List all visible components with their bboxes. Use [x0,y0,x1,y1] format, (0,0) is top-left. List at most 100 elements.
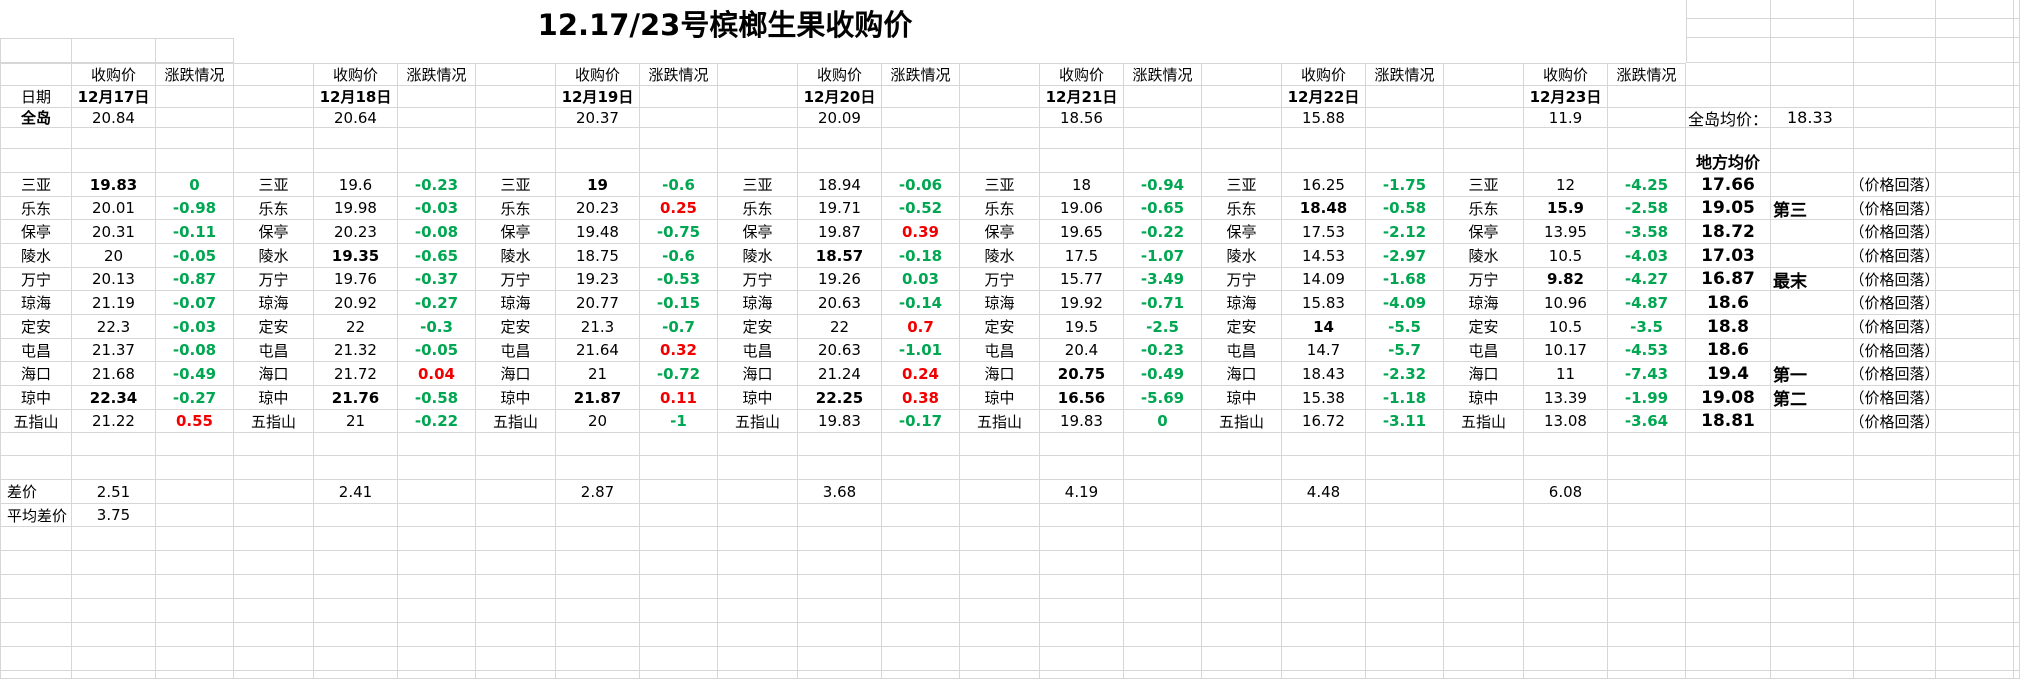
grid-cell[interactable] [314,527,398,551]
grid-cell[interactable] [1686,433,1771,456]
grid-cell[interactable] [798,623,882,647]
diff-row-label[interactable]: 差价 [0,480,72,504]
grid-cell[interactable] [718,647,798,671]
grid-cell[interactable] [156,149,234,173]
grid-cell[interactable] [72,551,156,575]
grid-cell[interactable] [1854,551,1936,575]
city-name-cell[interactable]: 海口 [0,362,72,386]
grid-cell[interactable] [1366,456,1444,480]
grid-cell[interactable] [1202,433,1282,456]
rank-cell[interactable]: 第一 [1771,362,1854,386]
change-cell[interactable]: 0.25 [640,197,718,220]
grid-cell[interactable] [1608,599,1686,623]
price-cell[interactable]: 19.83 [798,410,882,433]
grid-cell[interactable] [1608,480,1686,504]
change-cell[interactable]: -0.17 [882,410,960,433]
grid-cell[interactable] [882,504,960,527]
city-name-cell[interactable]: 乐东 [718,197,798,220]
grid-cell[interactable] [556,623,640,647]
city-name-cell[interactable]: 陵水 [1202,244,1282,268]
grid-cell[interactable] [398,647,476,671]
header-change[interactable]: 涨跌情况 [156,63,234,86]
grid-cell[interactable] [960,599,1040,623]
city-name-cell[interactable]: 陵水 [0,244,72,268]
grid-cell[interactable] [476,623,556,647]
grid-cell[interactable] [1608,504,1686,527]
grid-cell[interactable] [960,128,1040,149]
grid-cell[interactable] [2014,197,2020,220]
change-cell[interactable]: 0.39 [882,220,960,244]
price-cell[interactable]: 18.94 [798,173,882,197]
grid-cell[interactable] [1854,623,1936,647]
grid-cell[interactable] [1608,623,1686,647]
grid-cell[interactable] [556,671,640,679]
grid-cell[interactable] [156,433,234,456]
price-cell[interactable]: 16.25 [1282,173,1366,197]
grid-cell[interactable] [398,575,476,599]
grid-cell[interactable] [556,149,640,173]
change-cell[interactable]: -0.7 [640,315,718,339]
change-cell[interactable]: -0.03 [398,197,476,220]
grid-cell[interactable] [1124,456,1202,480]
grid-cell[interactable] [234,456,314,480]
grid-cell[interactable] [1936,480,2014,504]
price-cell[interactable]: 15.38 [1282,386,1366,410]
city-name-cell[interactable]: 保亭 [234,220,314,244]
grid-cell[interactable] [1686,128,1771,149]
price-cell[interactable]: 19.76 [314,268,398,291]
grid-cell[interactable] [314,128,398,149]
city-name-cell[interactable]: 定安 [1444,315,1524,339]
avg-price-cell[interactable]: 18.72 [1686,220,1771,244]
grid-cell[interactable] [798,551,882,575]
grid-cell[interactable] [1608,671,1686,679]
price-cell[interactable]: 22.34 [72,386,156,410]
change-cell[interactable]: 0.32 [640,339,718,362]
grid-cell[interactable] [476,63,556,86]
grid-cell[interactable] [1854,38,1936,63]
grid-cell[interactable] [1444,480,1524,504]
grid-cell[interactable] [1124,128,1202,149]
note-cell[interactable]: （价格回落） [1850,244,1940,268]
price-cell[interactable]: 21.37 [72,339,156,362]
grid-cell[interactable] [960,433,1040,456]
grid-cell[interactable] [2014,386,2020,410]
grid-cell[interactable] [1202,527,1282,551]
change-cell[interactable]: -0.65 [1124,197,1202,220]
grid-cell[interactable] [234,504,314,527]
grid-cell[interactable] [1936,647,2014,671]
city-name-cell[interactable]: 五指山 [476,410,556,433]
grid-cell[interactable] [2014,244,2020,268]
note-cell[interactable]: （价格回落） [1850,315,1940,339]
price-cell[interactable]: 20.01 [72,197,156,220]
price-cell[interactable]: 20 [72,244,156,268]
date-header[interactable]: 12月23日 [1524,86,1608,108]
grid-cell[interactable] [1366,551,1444,575]
grid-cell[interactable] [1936,671,2014,679]
grid-cell[interactable] [882,671,960,679]
price-cell[interactable]: 19.71 [798,197,882,220]
grid-cell[interactable] [314,433,398,456]
change-cell[interactable]: -0.27 [398,291,476,315]
city-name-cell[interactable]: 琼中 [476,386,556,410]
island-price-cell[interactable]: 20.37 [556,108,640,128]
price-cell[interactable]: 19.23 [556,268,640,291]
city-name-cell[interactable]: 万宁 [476,268,556,291]
note-cell[interactable]: （价格回落） [1850,362,1940,386]
grid-cell[interactable] [640,480,718,504]
change-cell[interactable]: 0.7 [882,315,960,339]
grid-cell[interactable] [960,575,1040,599]
grid-cell[interactable] [1936,315,2014,339]
avg-diff-row-label[interactable]: 平均差价 [0,504,72,527]
grid-cell[interactable] [476,527,556,551]
grid-cell[interactable] [1686,623,1771,647]
change-cell[interactable]: -2.5 [1124,315,1202,339]
grid-cell[interactable] [1686,504,1771,527]
note-cell[interactable]: （价格回落） [1850,220,1940,244]
city-name-cell[interactable]: 五指山 [1202,410,1282,433]
grid-cell[interactable] [1282,456,1366,480]
avg-price-cell[interactable]: 18.6 [1686,291,1771,315]
change-cell[interactable]: -0.22 [1124,220,1202,244]
grid-cell[interactable] [1040,456,1124,480]
grid-cell[interactable] [2014,128,2020,149]
grid-cell[interactable] [398,128,476,149]
